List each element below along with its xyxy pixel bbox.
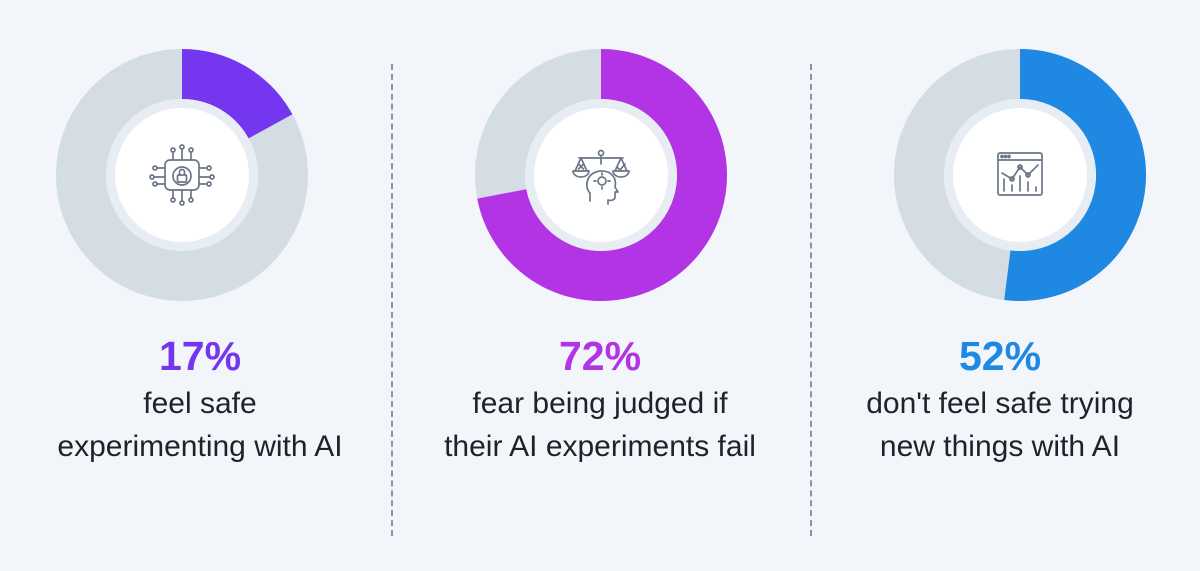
- analytics-dashboard-icon: [997, 152, 1043, 196]
- icon-badge: [953, 108, 1087, 242]
- stat-caption-line: feel safe: [143, 387, 257, 420]
- stat-percentage: 72%: [558, 333, 642, 379]
- column-divider: [810, 64, 812, 536]
- stat-percentage: 17%: [158, 333, 242, 379]
- donut-value-arc: [181, 49, 293, 140]
- stat-caption-line: experimenting with AI: [57, 430, 343, 463]
- stat-caption-line: their AI experiments fail: [444, 430, 756, 463]
- column-divider: [391, 64, 393, 536]
- stat-caption: fear being judged if their AI experiment…: [400, 382, 800, 468]
- stat-caption-line: fear being judged if: [472, 387, 728, 420]
- stat-caption-line: new things with AI: [879, 430, 1121, 463]
- donut-value-arc: [1004, 49, 1147, 301]
- stat-card-safe-experimenting: 17% feel safe experimenting with AI: [0, 0, 400, 571]
- donut-chart: [475, 49, 727, 301]
- donut-chart: [56, 49, 308, 301]
- stat-percentage: 52%: [958, 333, 1042, 379]
- stat-caption: feel safe experimenting with AI: [0, 382, 400, 468]
- donut-chart: [894, 49, 1147, 301]
- icon-badge: [534, 108, 668, 242]
- ethics-judgment-scale-icon: [572, 149, 630, 205]
- donut-value-arc: [477, 49, 727, 301]
- stat-card-unsafe-trying: 52% don't feel safe trying new things wi…: [800, 0, 1200, 571]
- stat-caption: don't feel safe trying new things with A…: [800, 382, 1200, 468]
- ai-security-lock-icon: [149, 144, 215, 206]
- stat-caption-line: don't feel safe trying: [866, 387, 1134, 420]
- stat-card-fear-judged: 72% fear being judged if their AI experi…: [400, 0, 800, 571]
